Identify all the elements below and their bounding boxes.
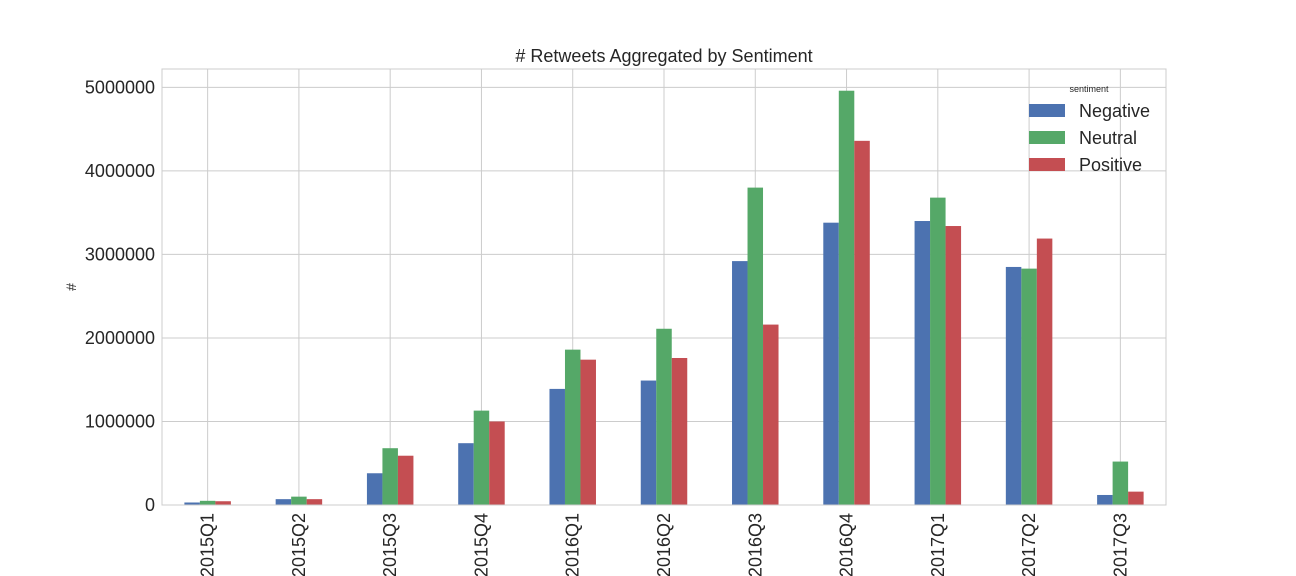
bar-positive-2017q3 xyxy=(1128,491,1144,505)
bar-neutral-2015q1 xyxy=(199,500,216,505)
legend-swatch-positive xyxy=(1029,158,1065,171)
x-tick-label: 2017Q2 xyxy=(1019,513,1039,576)
bar-neutral-2015q2 xyxy=(291,496,307,505)
bar-positive-2017q1 xyxy=(945,226,962,505)
bar-negative-2016q4 xyxy=(823,222,839,505)
bar-negative-2017q1 xyxy=(914,221,931,505)
y-axis-title: # xyxy=(63,283,79,291)
x-tick-label: 2015Q3 xyxy=(380,513,400,576)
bar-positive-2015q3 xyxy=(397,455,414,505)
y-tick-label: 2000000 xyxy=(85,328,155,348)
legend-label-neutral: Neutral xyxy=(1079,128,1137,148)
bar-negative-2015q2 xyxy=(275,499,292,505)
bar-neutral-2017q1 xyxy=(930,197,946,505)
y-tick-label: 5000000 xyxy=(85,77,155,97)
x-tick-label: 2017Q1 xyxy=(928,513,948,576)
bar-positive-2015q2 xyxy=(306,499,323,505)
bar-neutral-2017q3 xyxy=(1112,461,1129,505)
bar-neutral-2017q2 xyxy=(1021,268,1037,505)
bar-negative-2017q2 xyxy=(1005,266,1022,505)
y-tick-label: 1000000 xyxy=(85,411,155,431)
x-tick-label: 2016Q2 xyxy=(654,513,674,576)
bar-negative-2016q2 xyxy=(640,380,657,505)
bar-positive-2016q4 xyxy=(854,140,870,505)
x-tick-label: 2015Q1 xyxy=(198,513,218,576)
legend: sentiment Negative Neutral Positive xyxy=(1029,84,1150,175)
legend-swatch-neutral xyxy=(1029,131,1065,144)
bar-neutral-2016q1 xyxy=(564,349,581,505)
bar-positive-2016q1 xyxy=(580,359,596,505)
bar-neutral-2016q3 xyxy=(747,187,764,506)
x-tick-label: 2016Q4 xyxy=(837,513,857,576)
x-tick-label: 2016Q3 xyxy=(745,513,765,576)
y-tick-label: 0 xyxy=(145,495,155,515)
bar-negative-2015q4 xyxy=(458,443,474,505)
bars xyxy=(184,90,1144,506)
bar-negative-2015q3 xyxy=(366,473,383,505)
x-tick-labels: 2015Q1 2015Q2 2015Q3 2015Q4 2016Q1 2016Q2 2016… xyxy=(198,513,1131,576)
bar-neutral-2016q4 xyxy=(838,90,855,505)
x-tick-label: 2015Q2 xyxy=(289,513,309,576)
legend-label-negative: Negative xyxy=(1079,101,1150,121)
chart-title: # Retweets Aggregated by Sentiment xyxy=(515,46,812,66)
bar-neutral-2015q4 xyxy=(473,410,490,505)
y-tick-label: 3000000 xyxy=(85,244,155,264)
bar-positive-2016q2 xyxy=(671,357,688,505)
bar-negative-2016q3 xyxy=(732,261,748,505)
x-tick-label: 2016Q1 xyxy=(563,513,583,576)
bar-negative-2015q1 xyxy=(184,502,200,505)
y-tick-label: 4000000 xyxy=(85,161,155,181)
legend-label-positive: Positive xyxy=(1079,155,1142,175)
y-tick-labels: 0 1000000 2000000 3000000 4000000 5000000 xyxy=(85,77,155,515)
bar-neutral-2016q2 xyxy=(656,328,672,505)
bar-positive-2015q4 xyxy=(489,421,505,505)
bar-positive-2015q1 xyxy=(215,501,231,505)
bar-neutral-2015q3 xyxy=(382,448,398,505)
bar-positive-2017q2 xyxy=(1036,238,1053,506)
x-tick-label: 2015Q4 xyxy=(471,513,491,576)
legend-title: sentiment xyxy=(1069,84,1109,94)
bar-negative-2016q1 xyxy=(549,388,565,505)
legend-swatch-negative xyxy=(1029,104,1065,117)
plot-frame xyxy=(161,68,1167,506)
bar-positive-2016q3 xyxy=(763,324,779,505)
x-tick-label: 2017Q3 xyxy=(1110,513,1130,576)
bar-negative-2017q3 xyxy=(1097,494,1113,505)
